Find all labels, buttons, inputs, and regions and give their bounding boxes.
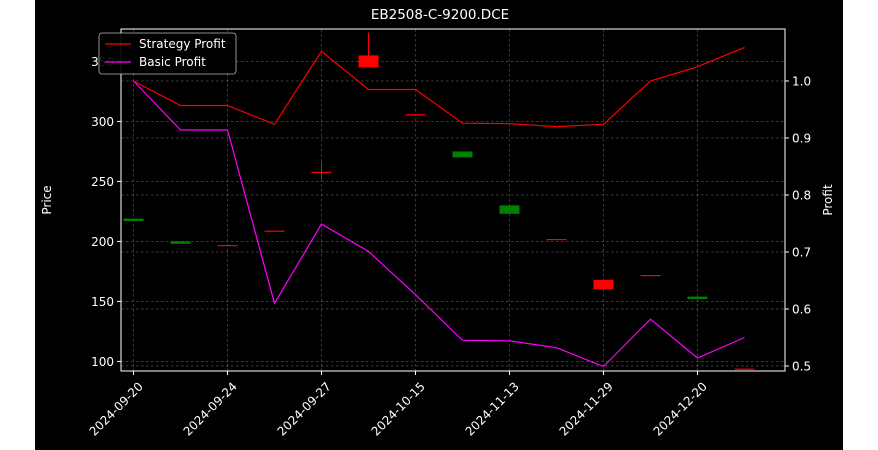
x-tick-label: 2024-11-13: [463, 379, 522, 438]
y-tick-label: 150: [91, 295, 114, 309]
legend: Strategy Profit Basic Profit: [98, 32, 237, 75]
candle-body: [311, 171, 332, 173]
legend-box: [98, 32, 237, 75]
y2-tick-label: 0.7: [792, 245, 811, 259]
x-axis: 2024-09-20 2024-09-24 2024-09-27 2024-10-15…: [87, 371, 710, 439]
candle-body: [734, 368, 755, 370]
x-tick-label: 2024-12-20: [651, 379, 710, 438]
candle-body: [499, 205, 520, 214]
x-tick-label: 2024-10-15: [369, 379, 428, 438]
candle-body: [358, 55, 379, 68]
legend-label-strategy-profit: Strategy Profit: [139, 37, 226, 51]
y-tick-label: 300: [91, 115, 114, 129]
candle-body: [217, 245, 238, 247]
chart-title: EB2508-C-9200.DCE: [371, 7, 509, 23]
grid: [121, 29, 785, 371]
x-tick-label: 2024-11-29: [557, 379, 616, 438]
chart-figure: EB2508-C-9200.DCE 100150200250300350 0.5…: [35, 0, 843, 450]
profit-lines: [133, 46, 745, 368]
legend-label-basic-profit: Basic Profit: [139, 55, 206, 69]
x-tick-label: 2024-09-27: [275, 379, 334, 438]
candle-body: [593, 279, 614, 290]
candle-body: [687, 296, 708, 299]
candle-body: [405, 114, 426, 116]
y-tick-label: 250: [91, 175, 114, 189]
y-tick-label: 100: [91, 355, 114, 369]
y-axis-left: 100150200250300350: [91, 55, 121, 369]
y-axis-label: Price: [40, 185, 54, 214]
y2-axis-label: Profit: [821, 184, 835, 216]
plot-frame: [120, 28, 786, 372]
y-tick-label: 200: [91, 235, 114, 249]
y2-tick-label: 0.9: [792, 131, 811, 145]
y2-tick-label: 0.8: [792, 188, 811, 202]
y2-tick-label: 0.5: [792, 359, 811, 373]
candle-body: [546, 239, 567, 241]
y2-tick-label: 1.0: [792, 74, 811, 88]
candles: [123, 32, 755, 370]
candle-body: [640, 275, 661, 277]
x-tick-label: 2024-09-24: [181, 379, 240, 438]
y-axis-right: 0.5 0.6 0.7 0.8 0.9 1.0: [785, 74, 811, 373]
x-tick-label: 2024-09-20: [87, 379, 146, 438]
chart-svg: EB2508-C-9200.DCE 100150200250300350 0.5…: [40, 7, 835, 439]
line-strategy-profit: [133, 46, 745, 128]
candle-body: [264, 230, 285, 232]
candle-body: [452, 151, 473, 158]
candle-body: [170, 241, 191, 244]
y2-tick-label: 0.6: [792, 302, 811, 316]
candle-body: [123, 218, 144, 221]
line-basic-profit: [133, 80, 745, 368]
